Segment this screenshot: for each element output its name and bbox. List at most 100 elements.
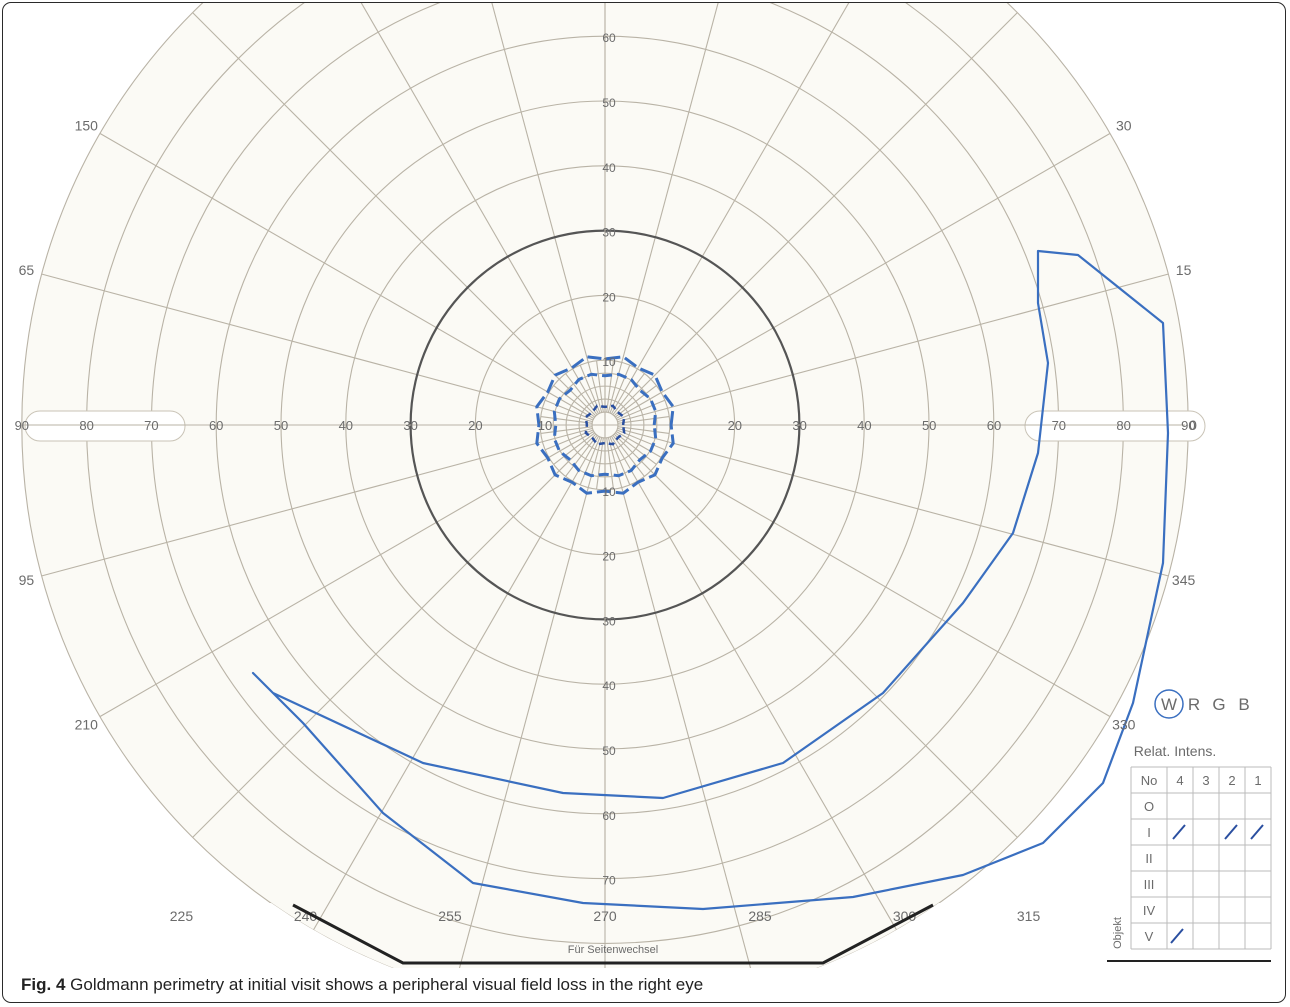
center-spoke: [548, 431, 595, 458]
center-spoke: [612, 434, 645, 477]
v-scale-up-2: 30: [602, 226, 616, 240]
legend-row-2: II: [1145, 851, 1152, 866]
center-spoke: [607, 362, 623, 413]
center-spoke: [617, 426, 670, 435]
center-spoke: [611, 368, 638, 415]
meridian-225: [192, 470, 560, 838]
center-spoke: [540, 426, 593, 435]
h-scale-11: 40: [857, 418, 871, 433]
meridian-label-315: 315: [1017, 908, 1041, 924]
h-scale-15: 80: [1116, 418, 1130, 433]
h-scale-4: 50: [274, 418, 288, 433]
center-spoke: [612, 373, 645, 416]
meridian-75: [621, 3, 757, 363]
h-scale-9: 20: [728, 418, 742, 433]
meridian-135: [192, 12, 560, 380]
meridian-label-210: 210: [75, 717, 99, 733]
meridian-300: [636, 480, 897, 931]
center-spoke: [613, 433, 652, 472]
isopter-central: [584, 404, 626, 446]
meridian-label-225: 225: [170, 908, 194, 924]
meridian-315: [650, 470, 1018, 838]
h-scale-12: 50: [922, 418, 936, 433]
h-scale-3: 60: [209, 418, 223, 433]
legend-row-1: I: [1147, 825, 1151, 840]
isopter-middle: [552, 372, 658, 478]
meridian-165: [41, 273, 543, 409]
caption-text: Goldmann perimetry at initial visit show…: [70, 975, 704, 994]
meridian-label-150: 150: [75, 118, 99, 134]
center-spoke: [579, 436, 601, 486]
grid-group: [21, 3, 1206, 968]
h-scale-0: 90: [15, 418, 29, 433]
meridian-label-285: 285: [748, 908, 772, 924]
center-spoke: [606, 360, 615, 413]
legend-header-1: 4: [1176, 773, 1183, 788]
v-scale-up-4: 50: [602, 96, 616, 110]
meridian-45: [650, 12, 1018, 380]
center-spoke: [572, 435, 599, 482]
meridian-label-0: 0: [1189, 417, 1197, 433]
h-scale-2: 70: [144, 418, 158, 433]
center-spoke: [572, 368, 599, 415]
center-spoke: [617, 415, 670, 424]
legend-mark-0: [1172, 824, 1186, 840]
isopter-outer: [251, 249, 1170, 911]
legend-row-5: V: [1145, 929, 1154, 944]
bottom-label: Für Seitenwechsel: [568, 944, 659, 956]
legend-header-4: 1: [1254, 773, 1261, 788]
legend-color-G: G: [1212, 695, 1225, 714]
v-scale-down-6: 70: [602, 874, 616, 888]
v-scale-down-1: 20: [602, 550, 616, 564]
v-scale-up-1: 20: [602, 290, 616, 304]
legend-row-0: O: [1144, 799, 1154, 814]
center-spoke: [614, 432, 657, 465]
meridian-label-345: 345: [1172, 572, 1196, 588]
h-scale-13: 60: [987, 418, 1001, 433]
meridian-60: [636, 3, 897, 370]
meridian-label-255: 255: [438, 908, 462, 924]
center-spoke: [595, 437, 604, 490]
meridian-345: [667, 441, 1169, 577]
v-scale-up-3: 40: [602, 161, 616, 175]
meridian-105: [453, 3, 589, 363]
meridian-255: [453, 487, 589, 968]
v-scale-down-2: 30: [602, 614, 616, 628]
center-spoke: [565, 373, 598, 416]
caption-label: Fig. 4: [21, 975, 66, 994]
v-scale-down-4: 50: [602, 744, 616, 758]
center-spoke: [542, 427, 593, 443]
center-spoke: [540, 415, 593, 424]
v-scale-up-5: 60: [602, 31, 616, 45]
legend-w-circle: [1154, 689, 1184, 719]
h-scale-7: 20: [468, 418, 482, 433]
meridian-label-240: 240: [294, 908, 318, 924]
legend-header-0: No: [1141, 773, 1158, 788]
center-spoke: [611, 435, 638, 482]
center-spoke: [615, 392, 662, 419]
meridian-240: [313, 480, 574, 931]
center-spoke: [553, 385, 596, 418]
center-spoke: [607, 437, 623, 488]
h-scale-10: 30: [792, 418, 806, 433]
center-spoke: [615, 431, 662, 458]
center-spoke: [587, 437, 603, 488]
perimetry-chart: 90 80 70 60 50 40 30 20 10 20 30 40 50 60 70 80 90102030…: [15, 3, 1272, 968]
center-spoke: [553, 432, 596, 465]
legend-header-3: 2: [1228, 773, 1235, 788]
meridian-label-195: 95: [19, 572, 35, 588]
legend-side-label: Objekt: [1112, 917, 1124, 949]
meridian-150: [99, 133, 550, 394]
v-scale-up-0: 10: [602, 355, 616, 369]
legend-intensity-title: Relat. Intens.: [1134, 743, 1217, 759]
center-spoke: [558, 433, 597, 472]
center-spoke: [614, 385, 657, 418]
legend-row-4: IV: [1143, 903, 1156, 918]
center-spoke: [616, 399, 666, 421]
center-spoke: [606, 437, 615, 490]
scale-band-left: [24, 410, 186, 442]
meridian-label-30: 30: [1116, 118, 1132, 134]
center-spoke: [565, 434, 598, 477]
v-scale-down-3: 40: [602, 679, 616, 693]
